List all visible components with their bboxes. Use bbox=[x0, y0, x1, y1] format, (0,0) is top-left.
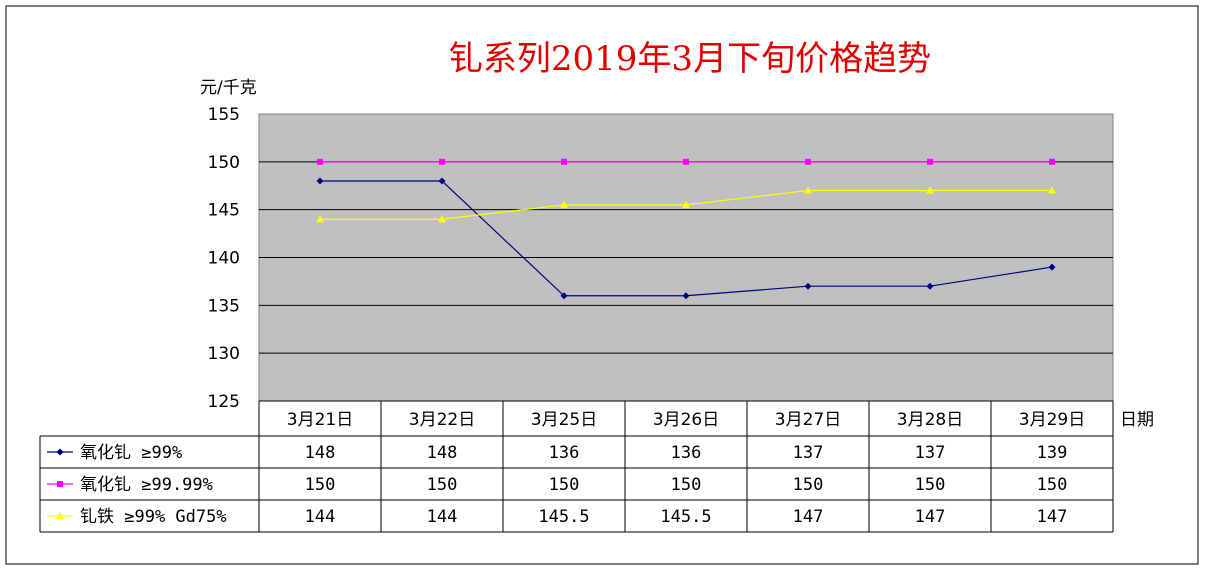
series-2-point bbox=[316, 215, 324, 223]
table-cell-value: 150 bbox=[549, 475, 580, 495]
legend-label: 氧化钆 ≥99% bbox=[80, 443, 182, 463]
table-cell-value: 150 bbox=[915, 475, 946, 495]
legend-marker-2 bbox=[56, 512, 64, 519]
y-tick-label: 135 bbox=[208, 296, 240, 316]
table-cell-value: 147 bbox=[915, 507, 946, 527]
chart-title: 钆系列2019年3月下旬价格趋势 bbox=[449, 39, 931, 79]
y-tick-label: 155 bbox=[208, 105, 240, 125]
x-tick-label: 3月22日 bbox=[409, 410, 475, 430]
y-tick-label: 145 bbox=[208, 201, 240, 221]
x-tick-label: 3月29日 bbox=[1019, 410, 1085, 430]
series-0-point bbox=[316, 177, 324, 185]
x-axis-label: 日期 bbox=[1120, 410, 1154, 430]
table-cell-value: 150 bbox=[305, 475, 336, 495]
table-cell-value: 148 bbox=[427, 443, 458, 463]
x-tick-label: 3月28日 bbox=[897, 410, 963, 430]
x-tick-label: 3月26日 bbox=[653, 410, 719, 430]
series-1-point bbox=[317, 158, 323, 165]
table-cell-value: 147 bbox=[793, 507, 824, 527]
y-tick-label: 140 bbox=[208, 249, 240, 269]
y-tick-label: 150 bbox=[208, 153, 240, 173]
table-cell-value: 137 bbox=[915, 443, 946, 463]
legend-marker-1 bbox=[57, 481, 63, 487]
table-cell-value: 136 bbox=[671, 443, 702, 463]
series-2-point bbox=[804, 186, 812, 194]
table-cell-value: 136 bbox=[549, 443, 580, 463]
table-cell-value: 147 bbox=[1037, 507, 1068, 527]
legend-marker-0 bbox=[56, 448, 64, 456]
series-0-point bbox=[438, 177, 446, 185]
y-tick-label: 130 bbox=[208, 344, 240, 364]
x-tick-label: 3月25日 bbox=[531, 410, 597, 430]
series-1-point bbox=[1049, 158, 1055, 165]
table-cell-value: 148 bbox=[305, 443, 336, 463]
series-0-point bbox=[682, 292, 690, 300]
series-0-point bbox=[560, 292, 568, 300]
y-axis-label: 元/千克 bbox=[200, 78, 257, 98]
series-2-point bbox=[560, 200, 568, 208]
legend-label: 钆铁 ≥99% Gd75% bbox=[80, 507, 227, 527]
series-0-point bbox=[804, 282, 812, 290]
series-1-point bbox=[439, 158, 445, 165]
table-cell-value: 150 bbox=[793, 475, 824, 495]
x-tick-label: 3月21日 bbox=[287, 410, 353, 430]
series-1-point bbox=[927, 158, 933, 165]
table-cell-value: 150 bbox=[427, 475, 458, 495]
series-2-point bbox=[926, 186, 934, 194]
series-1-point bbox=[805, 158, 811, 165]
legend-label: 氧化钆 ≥99.99% bbox=[80, 475, 213, 495]
table-cell-value: 144 bbox=[305, 507, 336, 527]
series-1-point bbox=[683, 158, 689, 165]
series-0-point bbox=[926, 282, 934, 290]
table-cell-value: 145.5 bbox=[538, 507, 589, 527]
table-cell-value: 144 bbox=[427, 507, 458, 527]
series-2-point bbox=[438, 215, 446, 223]
table-cell-value: 139 bbox=[1037, 443, 1068, 463]
series-1-point bbox=[561, 158, 567, 165]
series-2-point bbox=[682, 200, 690, 208]
series-2-point bbox=[1048, 186, 1056, 194]
table-cell-value: 145.5 bbox=[660, 507, 711, 527]
table-cell-value: 150 bbox=[671, 475, 702, 495]
table-cell-value: 150 bbox=[1037, 475, 1068, 495]
series-0-point bbox=[1048, 263, 1056, 271]
y-tick-label: 125 bbox=[208, 392, 240, 412]
x-tick-label: 3月27日 bbox=[775, 410, 841, 430]
table-cell-value: 137 bbox=[793, 443, 824, 463]
